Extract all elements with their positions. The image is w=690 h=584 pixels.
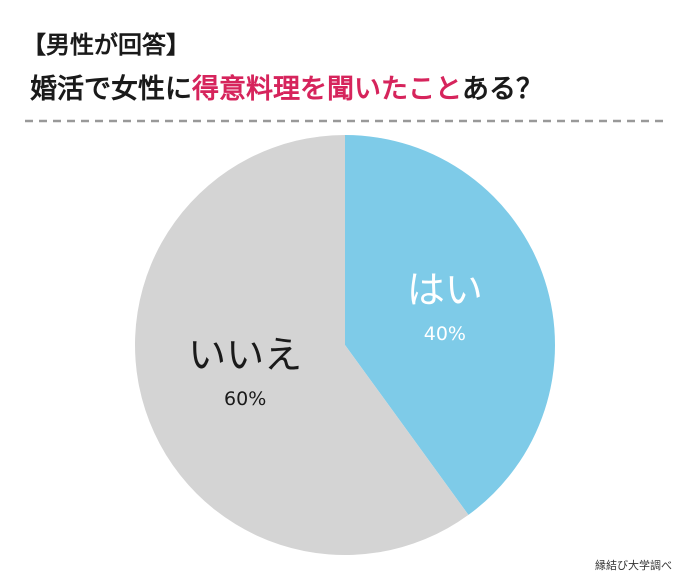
slice-label: はい	[407, 268, 483, 312]
value-label: 60%	[224, 388, 266, 410]
source-note: 縁結び大学調べ	[595, 558, 672, 572]
slice-label: いいえ	[188, 333, 302, 377]
pie-slice	[135, 135, 469, 555]
subtitle-part: ある？	[462, 74, 543, 105]
pie: はい 40% いいえ 60%	[135, 135, 556, 555]
chart-title: 【男性が回答】	[22, 31, 190, 59]
value-label: 40%	[424, 323, 466, 345]
subtitle-part: 婚活で女性に	[30, 73, 192, 105]
subtitle-part: 得意料理を聞いたこと	[191, 73, 462, 105]
pie-slice	[345, 135, 556, 515]
chart-subtitle: 婚活で女性に得意料理を聞いたことある？	[30, 73, 543, 105]
